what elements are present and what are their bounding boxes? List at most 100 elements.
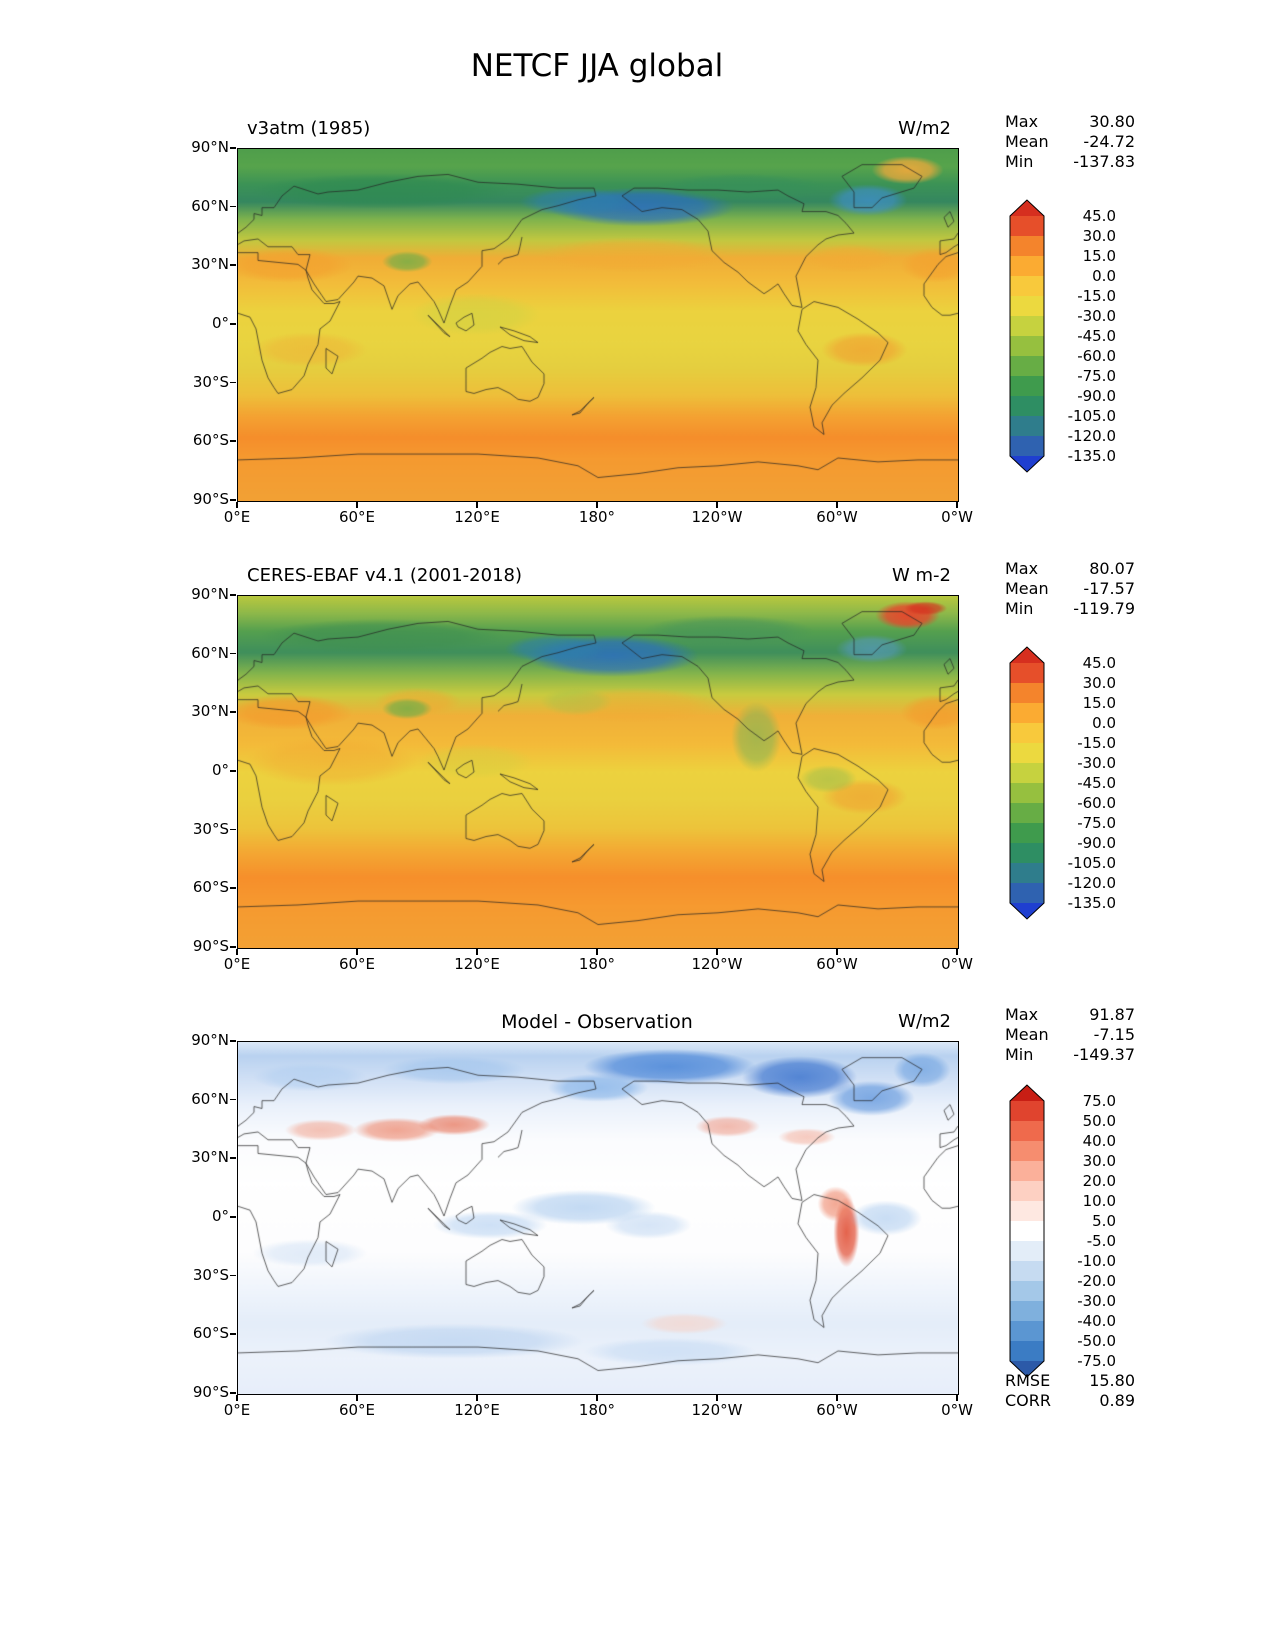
x-tick-mark [836, 1395, 838, 1401]
y-tick-label: 60°N [191, 643, 229, 662]
stat-min-label: Min [1005, 152, 1034, 171]
y-tick-mark [230, 381, 236, 384]
x-tick-mark [476, 502, 478, 508]
colorbar-tick-label: 75.0 [1082, 1092, 1116, 1110]
colorbar-bar [1009, 1084, 1045, 1378]
stat-min: Min -137.83 [1005, 152, 1135, 172]
stat-max-value: 30.80 [1089, 112, 1135, 131]
subplot-title-difference: Model - Observation [501, 1011, 693, 1033]
y-tick-mark [230, 1157, 236, 1159]
x-tick-mark [596, 949, 598, 955]
x-tick-mark [236, 949, 238, 955]
colorbar-tick-label: -50.0 [1077, 1332, 1116, 1350]
stat-min-value: -137.83 [1073, 152, 1135, 171]
colorbar-tick-label: -15.0 [1077, 734, 1116, 752]
colorbar-tick-label: 50.0 [1082, 1112, 1116, 1130]
y-tick-label: 90°N [191, 1031, 229, 1049]
stat-mean-value: -17.57 [1083, 579, 1135, 598]
y-tick-mark [230, 1392, 236, 1394]
stat-max: Max 30.80 [1005, 112, 1135, 132]
colorbar-tick-label: 30.0 [1082, 227, 1116, 245]
stat-max: Max 91.87 [1005, 1005, 1135, 1025]
x-tick-mark [596, 502, 598, 508]
y-tick-mark [230, 147, 236, 149]
stat-mean-value: -7.15 [1093, 1025, 1135, 1044]
y-tick-mark [230, 770, 236, 772]
colorbar-tick-label: -75.0 [1077, 367, 1116, 385]
stats-block-difference: Max 91.87 Mean -7.15 Min -149.37 [1005, 1005, 1135, 1065]
colorbar-model: 45.0 30.0 15.0 0.0 -15.0 -30.0 -45.0 -60.0 -75.0… [1009, 199, 1130, 500]
colorbar-tick-label: -75.0 [1077, 1352, 1116, 1370]
colorbar-tick-label: -45.0 [1077, 327, 1116, 345]
colorbar-tick-label: 30.0 [1082, 674, 1116, 692]
colorbar-bar [1009, 199, 1045, 473]
colorbar-tick-label: -30.0 [1077, 1292, 1116, 1310]
stat-min-label: Min [1005, 599, 1034, 618]
colorbar-tick-label: 0.0 [1092, 267, 1116, 285]
x-tick-label: 0°W [941, 508, 973, 526]
rmse-label: RMSE [1005, 1371, 1051, 1390]
colorbar-tick-label: 45.0 [1082, 654, 1116, 672]
corr-value: 0.89 [1099, 1391, 1135, 1410]
x-tick-mark [716, 949, 718, 955]
y-tick-mark [230, 1216, 236, 1218]
x-tick-label: 120°E [454, 955, 500, 973]
panel-observation: CERES-EBAF v4.1 (2001-2018) W m-2 Max 80.… [0, 557, 1275, 1004]
stat-max-label: Max [1005, 112, 1039, 131]
colorbar-tick-label: -30.0 [1077, 754, 1116, 772]
panel-difference: Model - Observation W/m2 Max 91.87 Mean -7… [0, 1003, 1275, 1450]
x-tick-label: 0°E [223, 955, 251, 973]
map-canvas-model [238, 149, 958, 501]
y-tick-label: 30°N [191, 1148, 229, 1167]
units-label-difference: W/m2 [898, 1011, 951, 1032]
stat-max-value: 80.07 [1089, 559, 1135, 578]
x-tick-label: 120°W [691, 1401, 743, 1419]
x-tick-label: 60°E [338, 508, 376, 526]
y-tick-label: 60°S [192, 1324, 229, 1343]
colorbar-tick-label: -120.0 [1067, 874, 1116, 892]
x-tick-mark [956, 949, 958, 955]
colorbar-tick-label: 5.0 [1092, 1212, 1116, 1230]
colorbar-tick-label: 0.0 [1092, 714, 1116, 732]
y-tick-mark [230, 1098, 236, 1101]
y-tick-label: 60°S [192, 431, 229, 450]
rmse-value: 15.80 [1089, 1371, 1135, 1390]
y-tick-label: 90°S [192, 490, 229, 508]
y-tick-label: 60°S [192, 878, 229, 897]
x-tick-label: 60°W [816, 1401, 858, 1419]
colorbar-tick-label: -120.0 [1067, 427, 1116, 445]
y-tick-mark [230, 440, 236, 442]
colorbar-tick-label: -135.0 [1067, 447, 1116, 465]
y-tick-label: 30°S [192, 372, 229, 391]
y-tick-mark [230, 887, 236, 889]
y-tick-mark [230, 946, 236, 948]
stat-max-value: 91.87 [1089, 1005, 1135, 1024]
score-block: RMSE 15.80 CORR 0.89 [1005, 1371, 1135, 1411]
colorbar-tick-label: -5.0 [1086, 1232, 1116, 1250]
x-tick-label: 60°E [338, 1401, 376, 1419]
y-tick-label: 90°S [192, 1383, 229, 1401]
colorbar-tick-label: -30.0 [1077, 307, 1116, 325]
subplot-title-observation: CERES-EBAF v4.1 (2001-2018) [247, 565, 523, 586]
stat-min-label: Min [1005, 1045, 1034, 1064]
colorbar-tick-label: -60.0 [1077, 347, 1116, 365]
x-tick-mark [956, 1395, 958, 1401]
x-tick-label: 120°W [691, 508, 743, 526]
x-tick-label: 180° [578, 955, 616, 973]
colorbar-tick-label: -105.0 [1067, 407, 1116, 425]
stat-mean: Mean -17.57 [1005, 579, 1135, 599]
x-tick-label: 0°E [223, 508, 251, 526]
y-tick-mark [230, 594, 236, 596]
colorbar-tick-label: -60.0 [1077, 794, 1116, 812]
map-area-observation [237, 595, 959, 949]
stat-mean-value: -24.72 [1083, 132, 1135, 151]
stat-mean: Mean -24.72 [1005, 132, 1135, 152]
x-tick-mark [716, 502, 718, 508]
x-tick-mark [956, 502, 958, 508]
colorbar-tick-label: -135.0 [1067, 894, 1116, 912]
stat-max: Max 80.07 [1005, 559, 1135, 579]
panel-model: v3atm (1985) W/m2 Max 30.80 Mean -24.72 Mi… [0, 110, 1275, 557]
y-tick-mark [230, 711, 236, 713]
x-tick-mark [236, 502, 238, 508]
y-tick-label: 0° [211, 314, 229, 332]
